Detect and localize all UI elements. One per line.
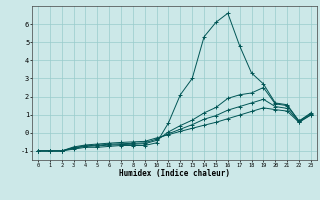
X-axis label: Humidex (Indice chaleur): Humidex (Indice chaleur) [119, 169, 230, 178]
